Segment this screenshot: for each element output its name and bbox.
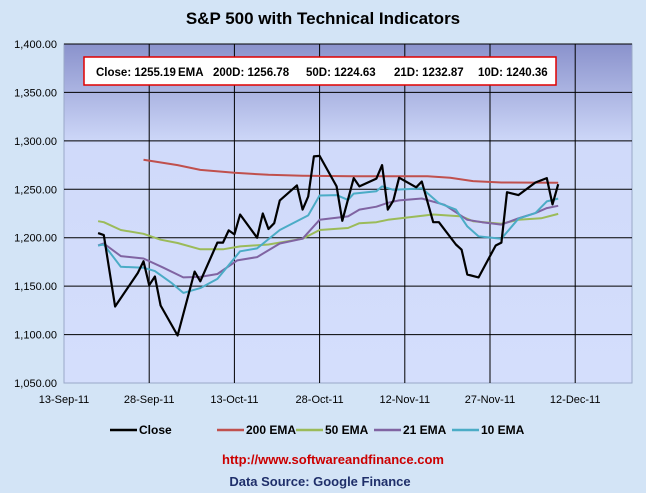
x-axis: 13-Sep-11 28-Sep-11 13-Oct-11 28-Oct-11 12-N… xyxy=(39,394,601,406)
x-tick-label: 13-Oct-11 xyxy=(210,394,258,406)
y-tick-label: 1,350.00 xyxy=(14,87,57,99)
info-200d: 200D: 1256.78 xyxy=(213,67,290,79)
legend-label: 10 EMA xyxy=(481,423,525,437)
series-line-close xyxy=(97,154,560,337)
y-tick-label: 1,200.00 xyxy=(14,233,57,245)
x-tick-label: 27-Nov-11 xyxy=(465,394,516,406)
info-50d: 50D: 1224.63 xyxy=(306,67,376,79)
info-10d: 10D: 1240.36 xyxy=(478,67,548,79)
legend-label: 50 EMA xyxy=(325,423,369,437)
info-box: Close: 1255.19 EMA 200D: 1256.78 50D: 12… xyxy=(83,56,557,86)
y-tick-label: 1,100.00 xyxy=(14,330,57,342)
info-ema: EMA xyxy=(178,67,204,79)
x-tick-label: 28-Sep-11 xyxy=(124,394,175,406)
x-tick-label: 28-Oct-11 xyxy=(296,394,344,406)
data-source: Data Source: Google Finance xyxy=(229,474,410,489)
info-21d: 21D: 1232.87 xyxy=(394,67,464,79)
x-tick-label: 12-Nov-11 xyxy=(380,394,431,406)
x-tick-label: 13-Sep-11 xyxy=(39,394,90,406)
y-tick-label: 1,400.00 xyxy=(14,39,57,51)
y-tick-label: 1,250.00 xyxy=(14,184,57,196)
x-tick-label: 12-Dec-11 xyxy=(550,394,601,406)
gridlines xyxy=(64,43,632,383)
info-close: Close: 1255.19 xyxy=(96,67,176,79)
plot-area xyxy=(63,43,633,384)
legend-label: 200 EMA xyxy=(246,423,296,437)
series-line-21-ema xyxy=(97,197,559,279)
y-tick-label: 1,300.00 xyxy=(14,136,57,148)
legend: Close 200 EMA 50 EMA 21 EMA 10 EMA xyxy=(110,423,525,437)
website-link[interactable]: http://www.softwareandfinance.com xyxy=(222,452,444,467)
y-tick-label: 1,050.00 xyxy=(14,378,57,390)
series-line-200-ema xyxy=(143,158,559,184)
legend-label: 21 EMA xyxy=(403,423,447,437)
y-tick-label: 1,150.00 xyxy=(14,281,57,293)
series-lines xyxy=(97,154,560,337)
chart-title: S&P 500 with Technical Indicators xyxy=(186,9,460,28)
legend-label: Close xyxy=(139,423,172,437)
y-axis: 1,050.00 1,100.00 1,150.00 1,200.00 1,250.00… xyxy=(14,39,57,390)
